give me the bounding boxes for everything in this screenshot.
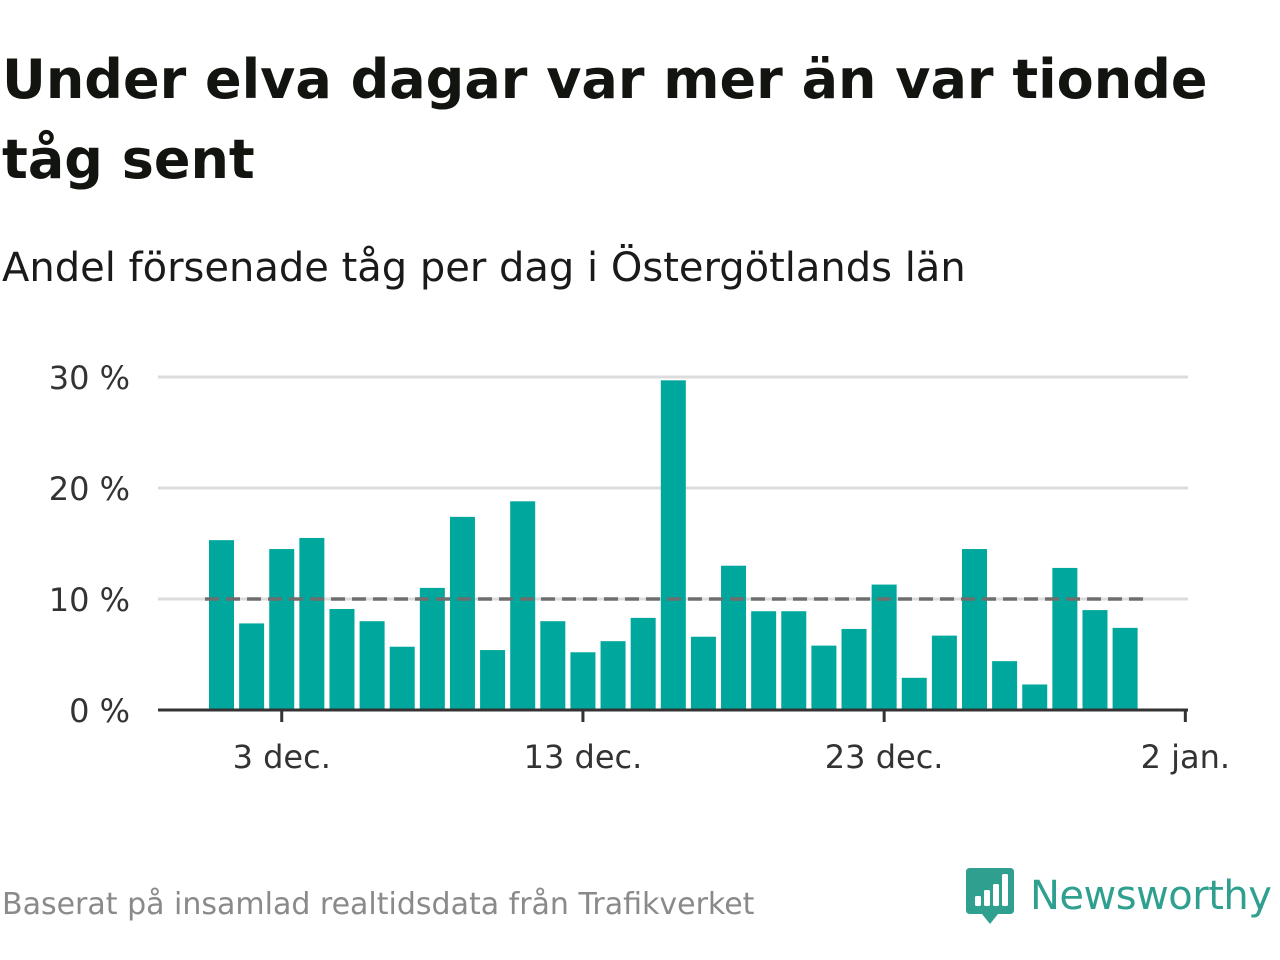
bar [690, 636, 716, 710]
brand[interactable]: Newsworthy [964, 864, 1272, 928]
bar [540, 621, 566, 710]
bar [359, 621, 385, 710]
x-axis-labels: 3 dec. 13 dec. 23 dec. 2 jan. [233, 738, 1230, 776]
bar [510, 501, 536, 710]
bar [299, 537, 325, 710]
bars [209, 380, 1138, 710]
bar [419, 587, 445, 710]
bar [630, 617, 656, 710]
y-axis-labels: 0 % 10 % 20 % 30 % [49, 359, 130, 730]
bar [660, 380, 686, 710]
y-tick-label: 20 % [49, 470, 130, 508]
bar [1112, 627, 1138, 710]
y-tick-label: 30 % [49, 359, 130, 397]
bar [901, 677, 927, 710]
x-tick-label: 2 jan. [1141, 738, 1230, 776]
bar [570, 652, 596, 710]
bar [389, 646, 415, 710]
x-axis [158, 708, 1188, 722]
bar [871, 584, 897, 710]
bar [841, 628, 867, 710]
chart-subtitle: Andel försenade tåg per dag i Östergötla… [2, 245, 966, 291]
bar [449, 516, 475, 710]
bar [269, 549, 295, 710]
bar [931, 635, 957, 710]
bar [992, 661, 1018, 710]
bar [751, 611, 777, 710]
bar [480, 650, 506, 710]
bar [1052, 567, 1078, 710]
x-tick-label: 23 dec. [825, 738, 944, 776]
x-tick-label: 3 dec. [233, 738, 331, 776]
bar [239, 623, 265, 710]
x-tick-label: 13 dec. [524, 738, 643, 776]
brand-name: Newsworthy [1030, 873, 1272, 919]
bar [962, 549, 987, 710]
bar [1022, 684, 1048, 710]
bar [1082, 610, 1108, 710]
y-tick-label: 0 % [69, 692, 130, 730]
bar [329, 608, 355, 710]
bar [721, 565, 747, 710]
chart-title: Under elva dagar var mer än var tionde t… [2, 48, 1208, 191]
bar [781, 611, 807, 710]
bar [600, 641, 626, 710]
source-note: Baserat på insamlad realtidsdata från Tr… [2, 887, 755, 922]
bar [811, 645, 837, 710]
newsworthy-logo-icon [966, 868, 1014, 924]
y-tick-label: 10 % [49, 581, 130, 619]
bar-chart: 0 % 10 % 20 % 30 % 3 dec. 13 dec. 23 dec. 2 ja… [49, 359, 1230, 776]
bar [209, 540, 234, 710]
